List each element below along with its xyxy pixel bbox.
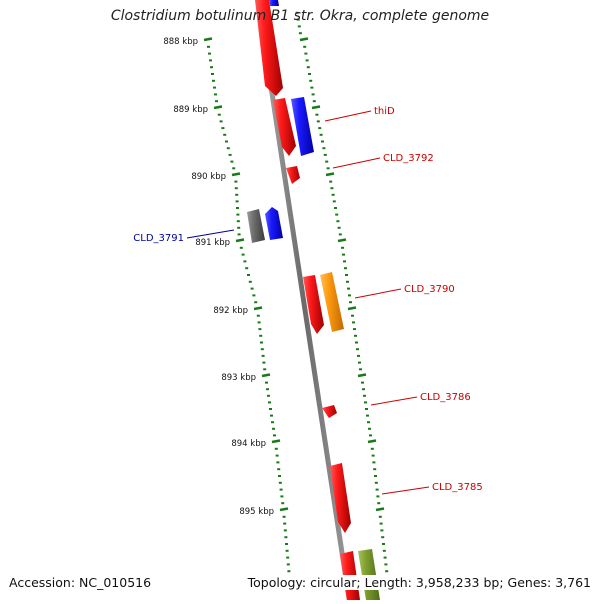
tick-label: 893 kbp xyxy=(221,373,256,383)
gene-label-leader xyxy=(354,288,402,299)
major-tick-left xyxy=(213,105,223,110)
genome-backbone xyxy=(255,0,353,604)
gene-label[interactable]: CLD_3791 xyxy=(133,233,184,244)
gene-feature[interactable] xyxy=(330,463,351,533)
gene-labels: thiD CLD_3792 CLD_3791 CLD_3790 CLD_3786 CLD_… xyxy=(133,106,483,495)
major-tick-right xyxy=(375,507,385,512)
gene-feature[interactable] xyxy=(265,207,283,240)
gene-label[interactable]: CLD_3786 xyxy=(420,392,471,403)
major-tick-right xyxy=(325,172,335,177)
gene-label-leader xyxy=(381,486,430,495)
gene-label-leader xyxy=(332,157,381,169)
gene-feature[interactable] xyxy=(322,405,337,418)
major-tick-right xyxy=(347,306,357,311)
major-tick-right xyxy=(311,105,321,110)
major-tick-left xyxy=(253,306,263,311)
tick-label: 894 kbp xyxy=(231,439,266,449)
scale-ticks: 888 kbp 889 kbp 890 kbp 891 kbp 892 kbp 893 k… xyxy=(163,11,393,585)
gene-label[interactable]: CLD_3785 xyxy=(432,482,483,493)
tick-label: 889 kbp xyxy=(173,105,208,115)
tick-label: 895 kbp xyxy=(239,507,274,517)
major-tick-left xyxy=(231,172,241,177)
gene-feature[interactable] xyxy=(273,98,296,156)
accession-text: Accession: NC_010516 xyxy=(9,575,152,590)
major-tick-right xyxy=(299,37,309,42)
gene-feature[interactable] xyxy=(320,272,344,332)
major-tick-right xyxy=(337,238,347,243)
major-tick-left xyxy=(203,37,213,42)
gene-label-leader xyxy=(370,396,418,406)
gene-feature[interactable] xyxy=(303,275,324,334)
major-tick-left xyxy=(235,238,245,243)
major-tick-right xyxy=(357,373,367,378)
topology-text: Topology: circular; Length: 3,958,233 bp… xyxy=(245,575,591,590)
gene-feature[interactable] xyxy=(269,0,279,6)
gene-feature[interactable] xyxy=(286,166,300,184)
tick-label: 891 kbp xyxy=(195,238,230,248)
major-tick-right xyxy=(367,439,377,444)
gene-feature[interactable] xyxy=(247,209,265,243)
gene-feature[interactable] xyxy=(291,97,314,156)
tick-label: 892 kbp xyxy=(213,306,248,316)
gene-label[interactable]: CLD_3792 xyxy=(383,153,434,164)
major-tick-left xyxy=(261,373,271,378)
gene-label[interactable]: thiD xyxy=(374,106,395,117)
major-tick-left xyxy=(279,507,289,512)
gene-feature[interactable] xyxy=(255,0,283,96)
gene-label-leader xyxy=(186,229,235,239)
gene-label[interactable]: CLD_3790 xyxy=(404,284,455,295)
tick-label: 890 kbp xyxy=(191,172,226,182)
map-title: Clostridium botulinum B1 str. Okra, comp… xyxy=(110,8,490,24)
tick-label: 888 kbp xyxy=(163,37,198,47)
gene-label-leader xyxy=(324,110,372,122)
major-tick-left xyxy=(271,439,281,444)
